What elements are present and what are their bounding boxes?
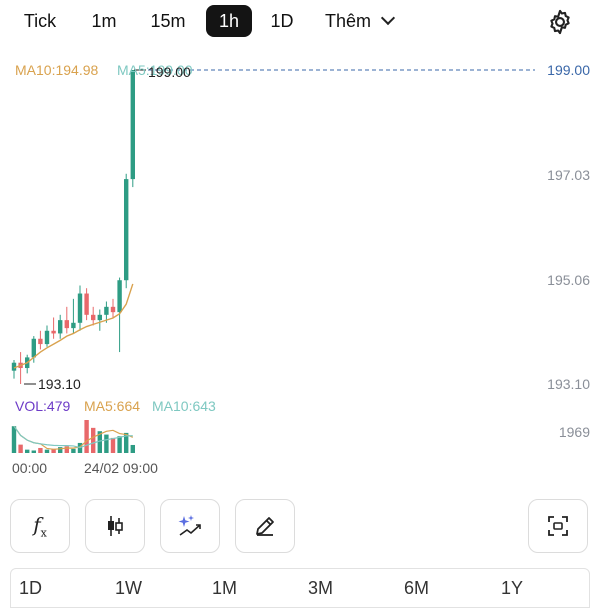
volume-bar bbox=[104, 434, 109, 453]
candlestick-icon bbox=[108, 516, 123, 536]
volume-bar bbox=[91, 427, 96, 453]
fullscreen-button[interactable] bbox=[528, 499, 588, 553]
candle-body bbox=[64, 320, 69, 329]
ma5-legend: MA5:199.00 bbox=[117, 62, 193, 78]
price-axis-last: 199.00 bbox=[547, 62, 590, 78]
volume-bar bbox=[44, 449, 50, 453]
volume-ma10-legend: MA10:643 bbox=[152, 398, 216, 414]
volume-bar bbox=[97, 431, 102, 453]
range-tabs: 1D 1W 1M 3M 6M 1Y bbox=[10, 568, 590, 608]
interval-bar: Tick 1m 15m 1h 1D Thêm bbox=[0, 0, 600, 42]
indicator-button[interactable]: fx bbox=[10, 499, 70, 553]
volume-bar bbox=[51, 448, 56, 453]
candle-body bbox=[58, 320, 63, 334]
volume-axis-max: 1969 bbox=[558, 424, 590, 440]
candle-body bbox=[11, 362, 17, 371]
sparkle-chart-icon bbox=[178, 515, 201, 536]
volume-bar bbox=[11, 426, 17, 453]
volume-legend: VOL:479 bbox=[15, 398, 71, 414]
candle-body bbox=[31, 338, 36, 358]
ma10-legend: MA10:194.98 bbox=[15, 62, 99, 78]
low-price-marker: 193.10 bbox=[38, 376, 81, 392]
volume-bar bbox=[84, 420, 89, 453]
candle-body bbox=[97, 314, 102, 321]
candle-body bbox=[38, 338, 43, 345]
interval-1m[interactable]: 1m bbox=[91, 11, 117, 31]
range-tab-3m[interactable]: 3M bbox=[308, 578, 334, 598]
volume-bar bbox=[25, 449, 30, 453]
volume-bar bbox=[110, 437, 116, 453]
high-price-marker: 199.00 bbox=[148, 64, 191, 80]
range-tab-1y[interactable]: 1Y bbox=[501, 578, 524, 598]
chevron-down-icon[interactable] bbox=[380, 10, 396, 26]
volume-bar bbox=[130, 444, 135, 453]
volume-bar bbox=[31, 450, 36, 453]
price-axis-tick: 195.06 bbox=[547, 272, 590, 288]
candle-body bbox=[110, 306, 116, 313]
ai-analysis-button[interactable] bbox=[160, 499, 220, 553]
volume-bar bbox=[64, 446, 69, 453]
fx-icon: fx bbox=[33, 512, 47, 540]
chart-type-button[interactable] bbox=[85, 499, 145, 553]
candle-body bbox=[117, 280, 122, 313]
candle-body bbox=[104, 306, 109, 315]
gear-icon[interactable] bbox=[546, 8, 574, 36]
volume-bar bbox=[117, 436, 122, 453]
interval-15m[interactable]: 15m bbox=[150, 11, 186, 31]
time-axis-label: 24/02 09:00 bbox=[84, 460, 158, 476]
interval-tick[interactable]: Tick bbox=[23, 11, 57, 31]
chart-toolbar: fx bbox=[0, 499, 600, 555]
volume-bar bbox=[71, 448, 76, 453]
volume-ma5-legend: MA5:664 bbox=[84, 398, 141, 414]
interval-1h[interactable]: 1h bbox=[206, 5, 252, 37]
volume-bar bbox=[38, 447, 43, 453]
interval-more[interactable]: Thêm bbox=[324, 11, 371, 31]
candle-body bbox=[91, 314, 96, 321]
range-tab-6m[interactable]: 6M bbox=[404, 578, 430, 598]
candle-body bbox=[84, 293, 89, 315]
fullscreen-icon bbox=[548, 516, 568, 536]
candle-body bbox=[124, 179, 129, 281]
price-chart[interactable]: MA10:194.98 MA5:199.00 199.00 197.03 195… bbox=[0, 55, 600, 485]
ma10-line bbox=[13, 283, 134, 369]
price-axis-tick: 197.03 bbox=[547, 167, 590, 183]
candle-body bbox=[44, 330, 50, 345]
volume-bar bbox=[124, 432, 129, 453]
volume-bar bbox=[18, 444, 23, 453]
draw-tool-button[interactable] bbox=[235, 499, 295, 553]
candle-body bbox=[51, 330, 56, 334]
price-axis-tick: 193.10 bbox=[547, 376, 590, 392]
range-tab-1d[interactable]: 1D bbox=[19, 578, 43, 598]
volume-bar bbox=[58, 447, 63, 453]
volume-ma10-line bbox=[13, 425, 133, 449]
pencil-icon bbox=[256, 517, 274, 536]
interval-1d[interactable]: 1D bbox=[270, 11, 294, 31]
range-tab-1m[interactable]: 1M bbox=[212, 578, 238, 598]
candle-body bbox=[77, 293, 83, 323]
candle-body bbox=[130, 70, 135, 180]
candlestick-chart[interactable] bbox=[0, 55, 600, 485]
time-axis-label: 00:00 bbox=[12, 460, 48, 476]
candle-body bbox=[71, 322, 76, 329]
range-tab-1w[interactable]: 1W bbox=[115, 578, 142, 598]
